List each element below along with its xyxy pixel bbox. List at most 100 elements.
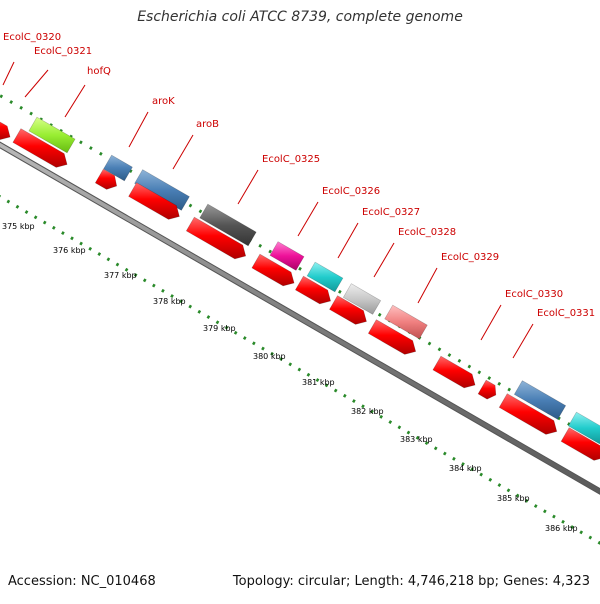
- lower-scale-tick: [497, 483, 502, 487]
- arok-feature: [103, 154, 133, 182]
- lower-scale-tick: [379, 414, 383, 419]
- gene-label: EcolC_0328: [398, 227, 456, 238]
- lower-scale-tick: [106, 257, 111, 262]
- lower-scale-tick: [279, 357, 283, 361]
- lower-scale-tick: [352, 399, 356, 403]
- gene-label: EcolC_0321: [34, 46, 92, 57]
- ecolc-0327-feature: [306, 261, 344, 293]
- upper-scale-tick: [9, 100, 14, 104]
- lower-scale-tick: [588, 535, 593, 540]
- lower-scale-tick: [97, 252, 102, 256]
- upper-scale-tick: [268, 249, 272, 254]
- ecolc-0328-feature: [342, 283, 382, 315]
- upper-scale-tick: [89, 146, 93, 150]
- lower-scale-tick: [70, 236, 74, 241]
- lower-scale-tick: [242, 336, 247, 340]
- lower-scale-tick: [133, 273, 138, 277]
- lower-scale-tick: [342, 393, 347, 398]
- gene-label: EcolC_0330: [505, 289, 563, 300]
- cds-arrow: [294, 275, 331, 305]
- scale-label: 375 kbp: [2, 222, 35, 231]
- gene-label: EcolC_0326: [322, 186, 380, 197]
- lower-scale-tick: [270, 351, 274, 356]
- upper-scale-tick: [467, 364, 472, 369]
- lower-scale-tick: [170, 294, 174, 298]
- lower-scale-tick: [461, 462, 465, 466]
- lower-scale-tick: [570, 525, 574, 529]
- gene-leader-line: [373, 242, 395, 278]
- lower-scale-tick: [543, 509, 547, 514]
- lower-scale-tick: [142, 278, 147, 283]
- upper-scale-tick: [487, 376, 492, 380]
- lower-scale-tick: [370, 409, 374, 414]
- lower-scale-tick: [297, 367, 302, 372]
- gene-label: EcolC_0320: [3, 32, 61, 43]
- lower-scale-tick: [479, 472, 484, 477]
- upper-scale-tick: [258, 243, 263, 248]
- lower-scale-tick: [261, 346, 265, 351]
- cds-arrow: [185, 216, 247, 260]
- ecolc-0329-feature: [384, 304, 428, 340]
- scale-label: 376 kbp: [53, 246, 86, 255]
- gene-label: EcolC_0325: [262, 154, 320, 165]
- cds-arrow: [367, 319, 417, 355]
- upper-scale-tick: [427, 341, 432, 346]
- upper-scale-tick: [0, 94, 4, 99]
- label-layer: EcolC_0320 EcolC_0321 hofQ aroK aroB EcolC_03…: [2, 32, 595, 533]
- cds-arrow: [128, 182, 180, 220]
- lower-scale-tick: [115, 262, 120, 267]
- upper-scale-tick: [29, 111, 33, 116]
- scale-label: 378 kbp: [153, 297, 186, 306]
- upper-scale-tick: [507, 387, 512, 392]
- scale-label: 384 kbp: [449, 464, 482, 473]
- cds-arrow: [251, 253, 295, 287]
- upper-scale-tick: [198, 209, 203, 214]
- lower-scale-tick: [533, 504, 538, 508]
- scale-label: 386 kbp: [545, 524, 578, 533]
- lower-scale-tick: [51, 225, 56, 230]
- lower-scale-tick: [161, 288, 165, 293]
- ecolc-0330-feature: [513, 380, 567, 420]
- scale-label: 381 kbp: [302, 378, 335, 387]
- ecolc-0326-feature: [269, 241, 305, 271]
- scale-label: 380 kbp: [253, 352, 286, 361]
- gene-leader-line: [172, 134, 194, 170]
- gene-leader-line: [24, 69, 49, 98]
- upper-scale-tick: [79, 140, 83, 145]
- gene-leader-line: [480, 304, 502, 341]
- lower-scale-tick: [33, 215, 38, 220]
- lower-scale-tick: [561, 519, 565, 524]
- gene-label: hofQ: [87, 66, 111, 77]
- lower-scale-tick: [488, 477, 493, 482]
- lower-scale-tick: [397, 425, 402, 430]
- gene-leader-line: [417, 267, 438, 304]
- cds-arrow: [0, 121, 11, 140]
- scale-label: 382 kbp: [351, 407, 384, 416]
- lower-scale-tick: [306, 372, 311, 377]
- ecolc-0325-feature: [199, 203, 257, 247]
- lower-scale-tick: [433, 446, 438, 451]
- lower-scale-tick: [188, 304, 193, 309]
- gene-leader-line: [64, 84, 86, 118]
- upper-scale-tick: [188, 203, 193, 208]
- scale-label: 377 kbp: [104, 271, 137, 280]
- lower-scale-tick: [515, 493, 520, 498]
- gene-label: aroK: [152, 96, 175, 107]
- cds-arrow: [94, 168, 118, 190]
- lower-scale-tick: [42, 220, 47, 225]
- cds-arrow: [477, 379, 497, 400]
- upper-scale-tick: [457, 358, 462, 363]
- upper-scale-tick: [338, 289, 342, 294]
- upper-scale-tick: [437, 347, 442, 352]
- map-title: Escherichia coli ATCC 8739, complete gen…: [137, 9, 463, 25]
- cds-arrow: [560, 427, 600, 461]
- upper-scale-tick: [477, 370, 482, 375]
- lower-scale-tick: [324, 383, 329, 388]
- lower-scale-tick: [124, 267, 129, 272]
- lower-scale-tick: [415, 435, 420, 440]
- upper-scale-tick: [497, 381, 502, 386]
- lower-scale-tick: [388, 420, 393, 424]
- lower-scale-tick: [288, 362, 293, 367]
- lower-scale-tick: [442, 451, 447, 456]
